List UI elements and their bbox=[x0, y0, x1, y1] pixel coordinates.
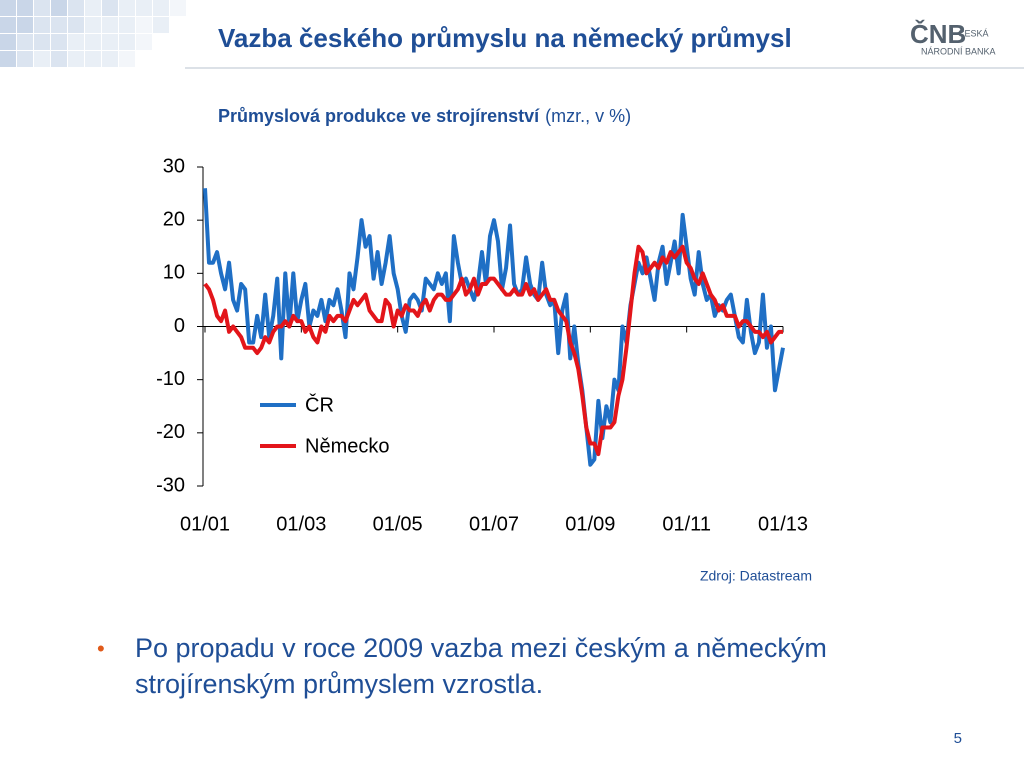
decor-tile bbox=[0, 34, 16, 50]
chart-subtitle: (mzr., v %) bbox=[545, 106, 631, 126]
chart: 30 20 10 0 -10 -20 -30 01/01 01/03 01/05 01/07 01/0… bbox=[156, 155, 808, 535]
series-line bbox=[203, 188, 785, 467]
chart-title-main: Průmyslová produkce ve strojírenství bbox=[218, 106, 540, 126]
y-tick-label: -20 bbox=[156, 421, 185, 443]
decor-tile bbox=[102, 17, 118, 33]
y-tick-label: 30 bbox=[163, 155, 185, 177]
decor-tile bbox=[119, 17, 135, 33]
decor-tile bbox=[0, 0, 16, 16]
decor-tile bbox=[85, 17, 101, 33]
decor-tile bbox=[119, 0, 135, 16]
decor-tile bbox=[153, 17, 169, 33]
series-line bbox=[203, 244, 783, 457]
y-tick-label: 10 bbox=[163, 262, 185, 284]
x-tick-label: 01/11 bbox=[662, 513, 711, 535]
decor-tile bbox=[170, 0, 186, 16]
bullet-line: strojírenským průmyslem vzrostla. bbox=[135, 669, 543, 699]
decor-tile bbox=[68, 17, 84, 33]
bullet-line: Po propadu v roce 2009 vazba mezi českým… bbox=[135, 633, 827, 663]
decor-tile bbox=[119, 34, 135, 50]
logo-text: ČESKÁ bbox=[958, 28, 989, 38]
decor-mosaic bbox=[0, 0, 186, 67]
decor-tile bbox=[102, 34, 118, 50]
x-tick-label: 01/01 bbox=[180, 513, 230, 535]
decor-tile bbox=[119, 51, 135, 67]
decor-tile bbox=[51, 0, 67, 16]
decor-tile bbox=[17, 34, 33, 50]
decor-tile bbox=[17, 51, 33, 67]
decor-tile bbox=[34, 34, 50, 50]
page-number: 5 bbox=[954, 730, 962, 747]
decor-tile bbox=[136, 17, 152, 33]
decor-tile bbox=[0, 17, 16, 33]
decor-tile bbox=[34, 0, 50, 16]
decor-tile bbox=[17, 17, 33, 33]
chart-title: Průmyslová produkce ve strojírenství (mzr… bbox=[218, 106, 631, 126]
decor-tile bbox=[34, 17, 50, 33]
x-tick-label: 01/09 bbox=[565, 513, 615, 535]
y-tick-label: -30 bbox=[156, 474, 185, 496]
bullet-dot: • bbox=[97, 636, 105, 661]
x-tick-label: 01/13 bbox=[758, 513, 808, 535]
decor-tile bbox=[85, 51, 101, 67]
decor-tile bbox=[136, 34, 152, 50]
decor-tile bbox=[51, 51, 67, 67]
decor-tile bbox=[68, 51, 84, 67]
decor-tile bbox=[34, 51, 50, 67]
decor-tile bbox=[85, 34, 101, 50]
decor-tile bbox=[102, 51, 118, 67]
source-note: Zdroj: Datastream bbox=[700, 568, 812, 584]
x-tick-label: 01/03 bbox=[276, 513, 326, 535]
bullet-text: Po propadu v roce 2009 vazba mezi českým… bbox=[135, 633, 827, 699]
decor-tile bbox=[0, 51, 16, 67]
x-tick-label: 01/07 bbox=[469, 513, 519, 535]
legend-label: Německo bbox=[305, 435, 389, 457]
y-tick-label: 20 bbox=[163, 208, 185, 230]
logo-mark: ČNB bbox=[910, 19, 966, 49]
decor-tile bbox=[51, 17, 67, 33]
decor-tile bbox=[68, 34, 84, 50]
slide-title: Vazba českého průmyslu na německý průmys… bbox=[218, 23, 792, 53]
legend-label: ČR bbox=[305, 393, 334, 416]
y-tick-label: 0 bbox=[174, 315, 185, 337]
x-tick-label: 01/05 bbox=[373, 513, 423, 535]
logo-text: NÁRODNÍ BANKA bbox=[921, 46, 996, 56]
decor-tile bbox=[153, 0, 169, 16]
decor-tile bbox=[102, 0, 118, 16]
decor-tile bbox=[85, 0, 101, 16]
decor-tile bbox=[51, 34, 67, 50]
decor-tile bbox=[17, 0, 33, 16]
y-tick-label: -10 bbox=[156, 368, 185, 390]
decor-tile bbox=[68, 0, 84, 16]
decor-tile bbox=[136, 0, 152, 16]
